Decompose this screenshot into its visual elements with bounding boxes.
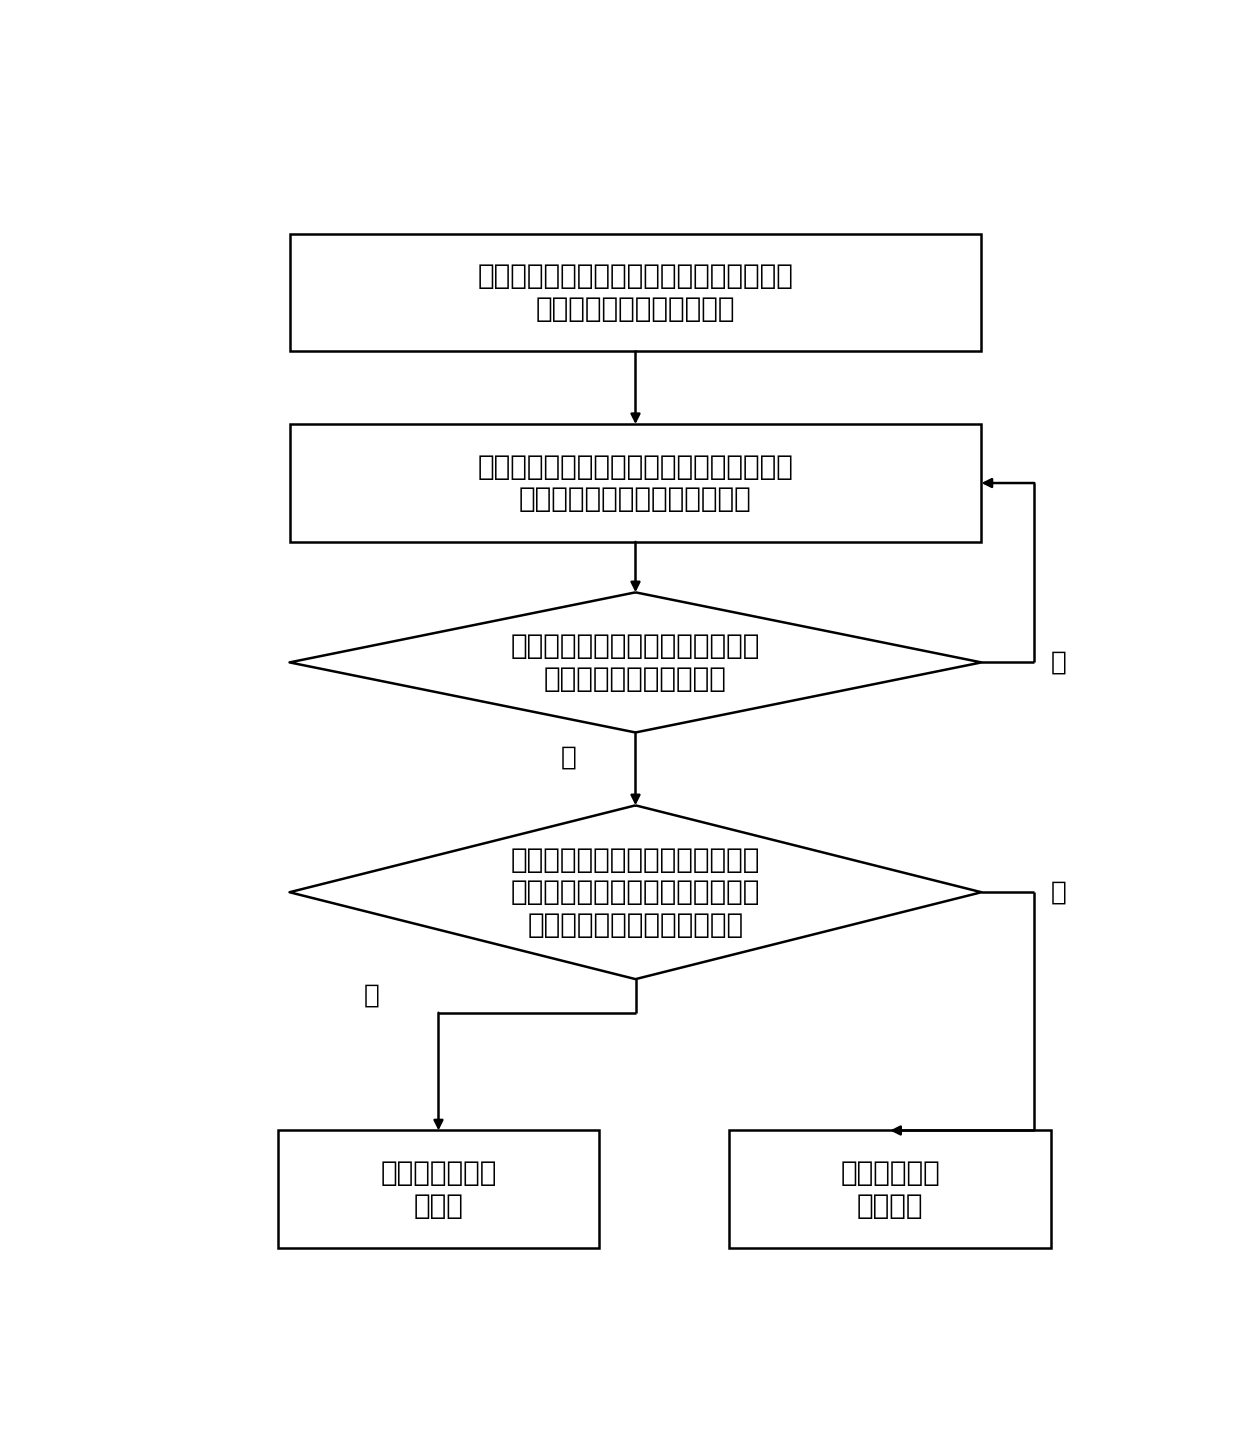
Text: 根据所监测的地磁变化计算判断是
否有车辆进出并进入稳态: 根据所监测的地磁变化计算判断是 否有车辆进出并进入稳态 (511, 632, 760, 693)
Text: 触发微波传感器，通过微波传感器
检测判断基于双模非接触式感应的
车辆检测装置上方是否有车辆: 触发微波传感器，通过微波传感器 检测判断基于双模非接触式感应的 车辆检测装置上方… (511, 846, 760, 939)
Text: 通过霍尔传感器接收用户使用强磁铁发出的
唤醒信号，并进入工作状态: 通过霍尔传感器接收用户使用强磁铁发出的 唤醒信号，并进入工作状态 (477, 262, 794, 323)
FancyBboxPatch shape (278, 1130, 599, 1248)
Text: 是: 是 (363, 983, 379, 1009)
FancyBboxPatch shape (290, 424, 982, 542)
Text: 即时上报车辆
驶离信息: 即时上报车辆 驶离信息 (841, 1159, 940, 1220)
Text: 否: 否 (1050, 649, 1066, 676)
FancyBboxPatch shape (729, 1130, 1052, 1248)
Text: 否: 否 (1050, 879, 1066, 906)
FancyBboxPatch shape (290, 233, 982, 351)
Text: 启动地磁传感器，监测地磁变化，同时间隔
预设时间周期性上传心跳数据包: 启动地磁传感器，监测地磁变化，同时间隔 预设时间周期性上传心跳数据包 (477, 453, 794, 513)
Text: 即时上报车辆停
入信息: 即时上报车辆停 入信息 (381, 1159, 497, 1220)
Text: 是: 是 (560, 744, 577, 770)
